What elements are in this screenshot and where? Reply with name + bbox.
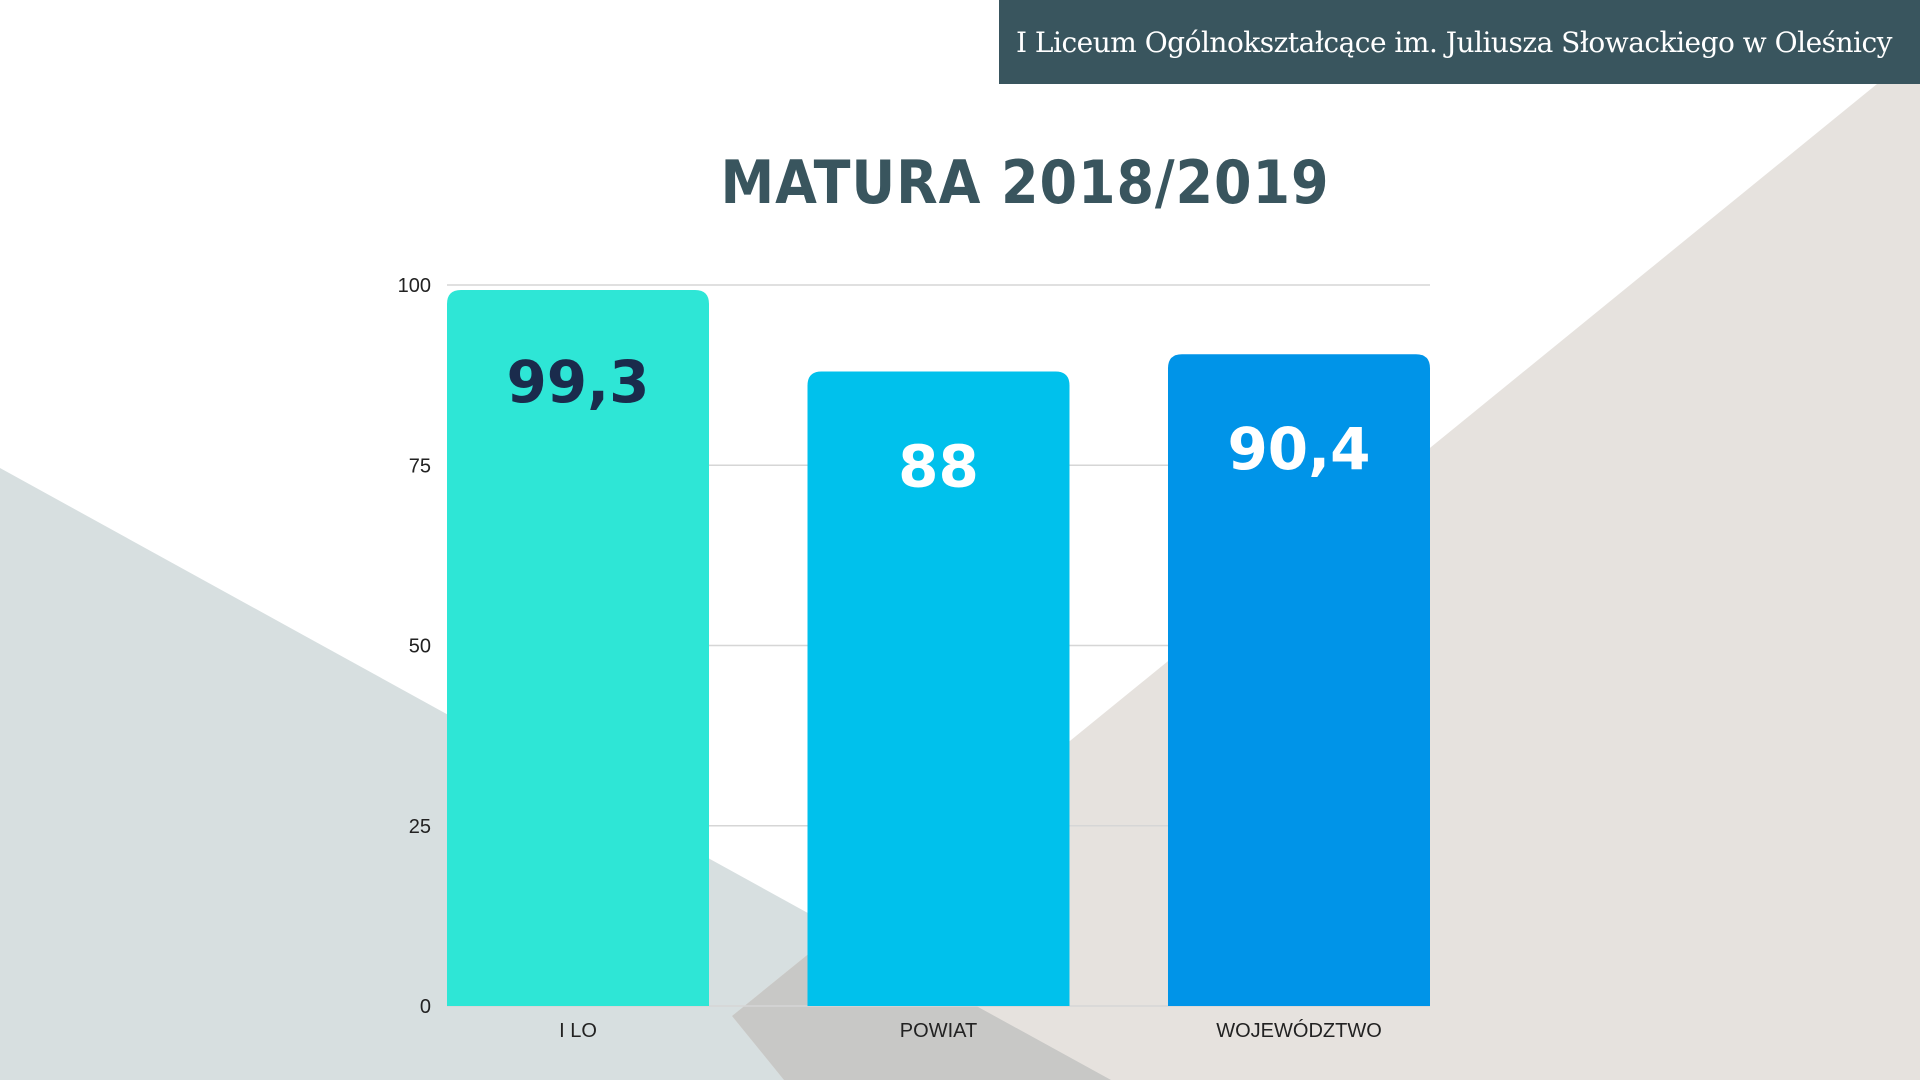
bar <box>807 371 1070 1006</box>
y-tick-label: 25 <box>409 816 431 838</box>
y-tick-label: 75 <box>409 455 431 477</box>
school-name: I Liceum Ogólnokształcące im. Juliusza S… <box>1015 25 1893 59</box>
bar <box>447 290 709 1006</box>
x-category-label: WOJEWÓDZTWO <box>1216 1019 1382 1042</box>
y-tick-label: 50 <box>409 636 431 658</box>
y-tick-label: 100 <box>398 275 431 297</box>
x-category-label: I LO <box>559 1020 597 1042</box>
bar-value-label: 99,3 <box>506 348 649 416</box>
x-category-label: POWIAT <box>900 1020 977 1042</box>
bar-value-label: 90,4 <box>1227 415 1370 483</box>
bar <box>1168 354 1430 1006</box>
y-tick-label: 0 <box>420 996 431 1018</box>
bar-value-label: 88 <box>898 433 979 501</box>
chart-title: MATURA 2018/2019 <box>720 148 1330 218</box>
header-bar: I Liceum Ogólnokształcące im. Juliusza S… <box>999 0 1920 84</box>
